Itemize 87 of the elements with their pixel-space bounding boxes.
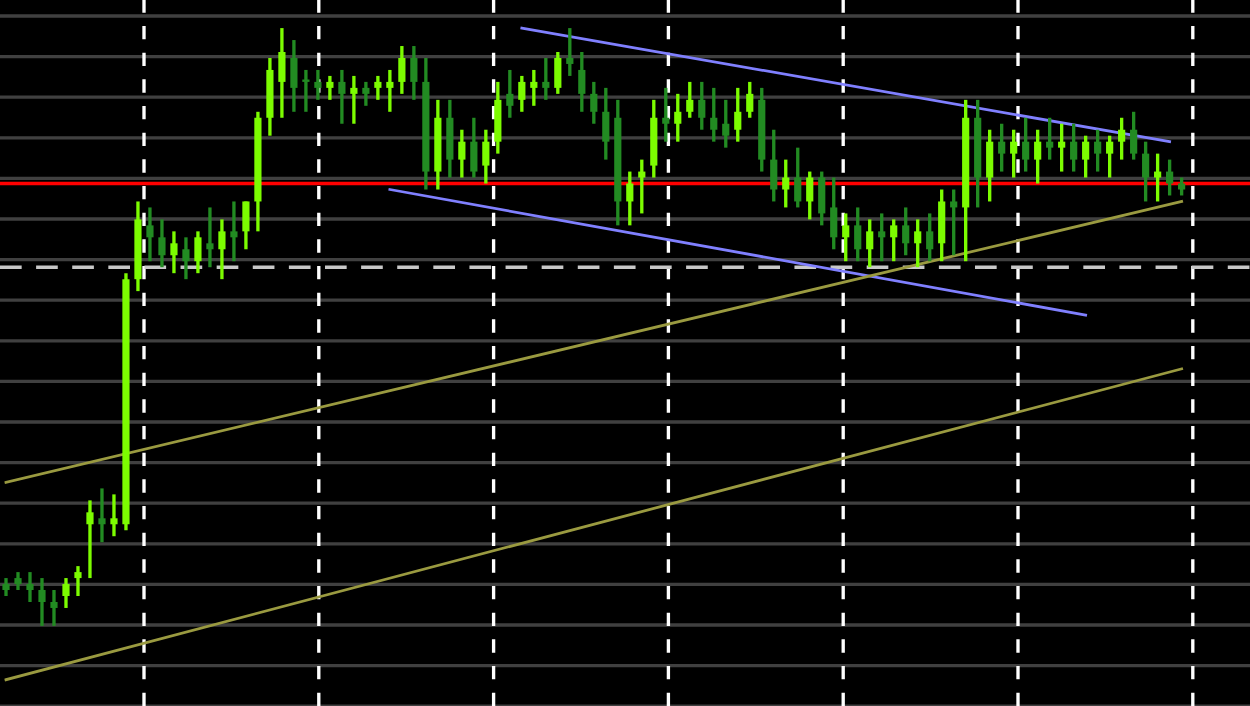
candlestick: [458, 128, 466, 180]
candlestick: [1142, 140, 1150, 204]
candlestick: [62, 576, 70, 610]
candlestick: [314, 68, 322, 102]
candlestick: [1166, 157, 1174, 198]
candlestick: [1082, 134, 1090, 180]
candlestick: [554, 50, 562, 96]
candlestick: [542, 56, 550, 102]
candlestick: [74, 564, 82, 598]
candlestick: [878, 211, 886, 263]
candlestick: [470, 116, 478, 180]
candlestick: [1034, 128, 1042, 186]
candlestick: [650, 98, 658, 180]
candlestick: [1118, 116, 1126, 162]
candlestick: [914, 217, 922, 269]
candlestick: [1046, 116, 1054, 162]
candlestick: [506, 68, 514, 120]
candlestick: [590, 80, 598, 126]
candlestick: [50, 588, 58, 628]
candlestick: [362, 80, 370, 108]
candlestick: [626, 169, 634, 228]
candlestick: [278, 26, 286, 120]
candlestick: [950, 187, 958, 257]
candlestick: [938, 187, 946, 263]
candlestick: [842, 211, 850, 263]
candlestick: [986, 128, 994, 204]
candlestick: [830, 175, 838, 251]
candlestick: [578, 50, 586, 114]
candlestick: [710, 86, 718, 144]
candlestick: [674, 92, 682, 144]
candlestick: [686, 80, 694, 120]
candlestick: [446, 98, 454, 180]
candlestick: [818, 169, 826, 228]
candlestick: [266, 56, 274, 138]
candlestick: [746, 80, 754, 120]
candlestick: [1154, 151, 1162, 204]
candlestick: [110, 492, 118, 538]
candlestick: [206, 205, 214, 269]
candlestick: [350, 74, 358, 126]
candlestick: [518, 74, 526, 114]
candlestick: [170, 229, 178, 275]
candlestick: [158, 217, 166, 269]
candlestick: [998, 122, 1006, 174]
candlestick: [410, 44, 418, 102]
candlestick: [770, 128, 778, 204]
candlestick: [794, 145, 802, 210]
candlestick: [926, 211, 934, 263]
candlestick: [374, 74, 382, 102]
candlestick: [242, 199, 250, 251]
candlestick: [1022, 116, 1030, 174]
candlestick: [902, 205, 910, 257]
candlestick: [1106, 134, 1114, 180]
candlestick: [1010, 128, 1018, 180]
candlestick: [698, 80, 706, 132]
candlestick: [662, 86, 670, 144]
candlestick: [194, 229, 202, 275]
candlestick: [854, 205, 862, 263]
candlestick: [302, 68, 310, 114]
candlestick: [182, 235, 190, 281]
candlestick: [806, 169, 814, 222]
candlestick: [338, 68, 346, 126]
candlestick: [26, 570, 34, 604]
candlestick: [398, 44, 406, 96]
candlestick: [98, 486, 106, 544]
candlestick: [86, 498, 94, 580]
candlestick: [146, 205, 154, 263]
candlestick: [1094, 128, 1102, 174]
candlestick: [1058, 122, 1066, 174]
candlestick: [386, 68, 394, 114]
candlestick: [566, 26, 574, 78]
candlestick: [38, 576, 46, 628]
candlestick: [734, 86, 742, 144]
candlestick: [602, 86, 610, 162]
candlestick: [218, 217, 226, 281]
candlestick: [866, 217, 874, 269]
candlestick: [638, 157, 646, 216]
candlestick: [722, 98, 730, 150]
candlestick: [890, 217, 898, 263]
candlestick: [1070, 122, 1078, 174]
candlestick: [1130, 110, 1138, 162]
candlestick: [326, 74, 334, 102]
candlestick: [530, 68, 538, 108]
candlestick: [482, 128, 490, 186]
candlestick: [494, 80, 502, 156]
candlestick: [782, 157, 790, 210]
candlestick: [230, 199, 238, 263]
candlestick: [290, 38, 298, 114]
